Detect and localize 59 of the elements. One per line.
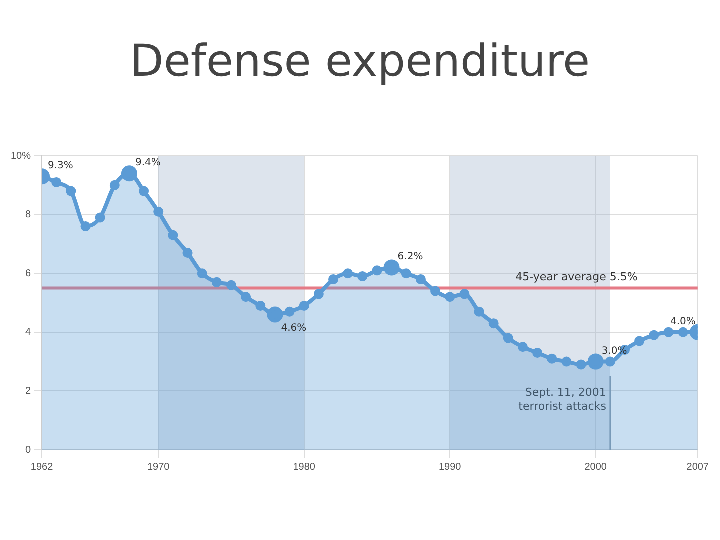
point [664,327,674,338]
point [460,289,470,300]
point [284,306,295,317]
data-label: 4.6% [281,322,307,334]
point [256,300,266,311]
x-tick-label: 1980 [293,462,316,473]
point [314,289,324,300]
data-label: 4.0% [670,316,696,328]
y-tick-label: 6 [25,268,32,280]
point [562,356,572,367]
x-tick-label: 2000 [584,462,608,473]
y-tick-label: 2 [25,386,32,397]
y-tick-label: 4 [25,327,32,338]
point [518,342,528,352]
chart-title: Defense expenditure [128,36,592,89]
x-tick-label: 2007 [686,462,710,473]
data-label: 6.2% [398,252,424,263]
point [343,268,354,279]
point [649,330,660,340]
point [66,186,76,196]
x-tick-label: 1990 [438,462,462,473]
point [401,268,412,279]
point [299,300,310,311]
y-tick-label: 8 [25,210,32,221]
y-tick-label: 0 [25,444,32,456]
point [430,286,441,296]
point [241,292,252,302]
y-tick-label: 10% [11,150,32,162]
point [532,348,543,358]
point [226,280,236,290]
point [197,268,208,279]
point [474,306,484,317]
point [576,360,586,370]
x-tick-label: 1962 [30,462,54,473]
data-label: 9.4% [135,158,161,169]
point [547,354,558,364]
ref-line-label: Sept. 11, 2001 terrorist attacks [518,386,607,413]
point [139,186,150,196]
point [634,336,645,346]
point [328,274,339,284]
ref-line-label: 45-year average 5.5% [516,270,638,284]
data-label: 9.3% [48,160,74,172]
point [80,222,91,232]
point [445,292,456,302]
point [488,318,499,329]
point [605,356,616,367]
point [182,248,193,258]
point [95,212,106,223]
point [110,180,120,190]
point [678,327,688,338]
x-tick-label: 1970 [147,462,170,473]
point [416,274,426,284]
point [372,266,382,276]
point [358,272,368,282]
point [168,230,178,240]
point [212,277,222,288]
point [154,206,164,217]
point [52,177,62,188]
point [503,333,514,344]
